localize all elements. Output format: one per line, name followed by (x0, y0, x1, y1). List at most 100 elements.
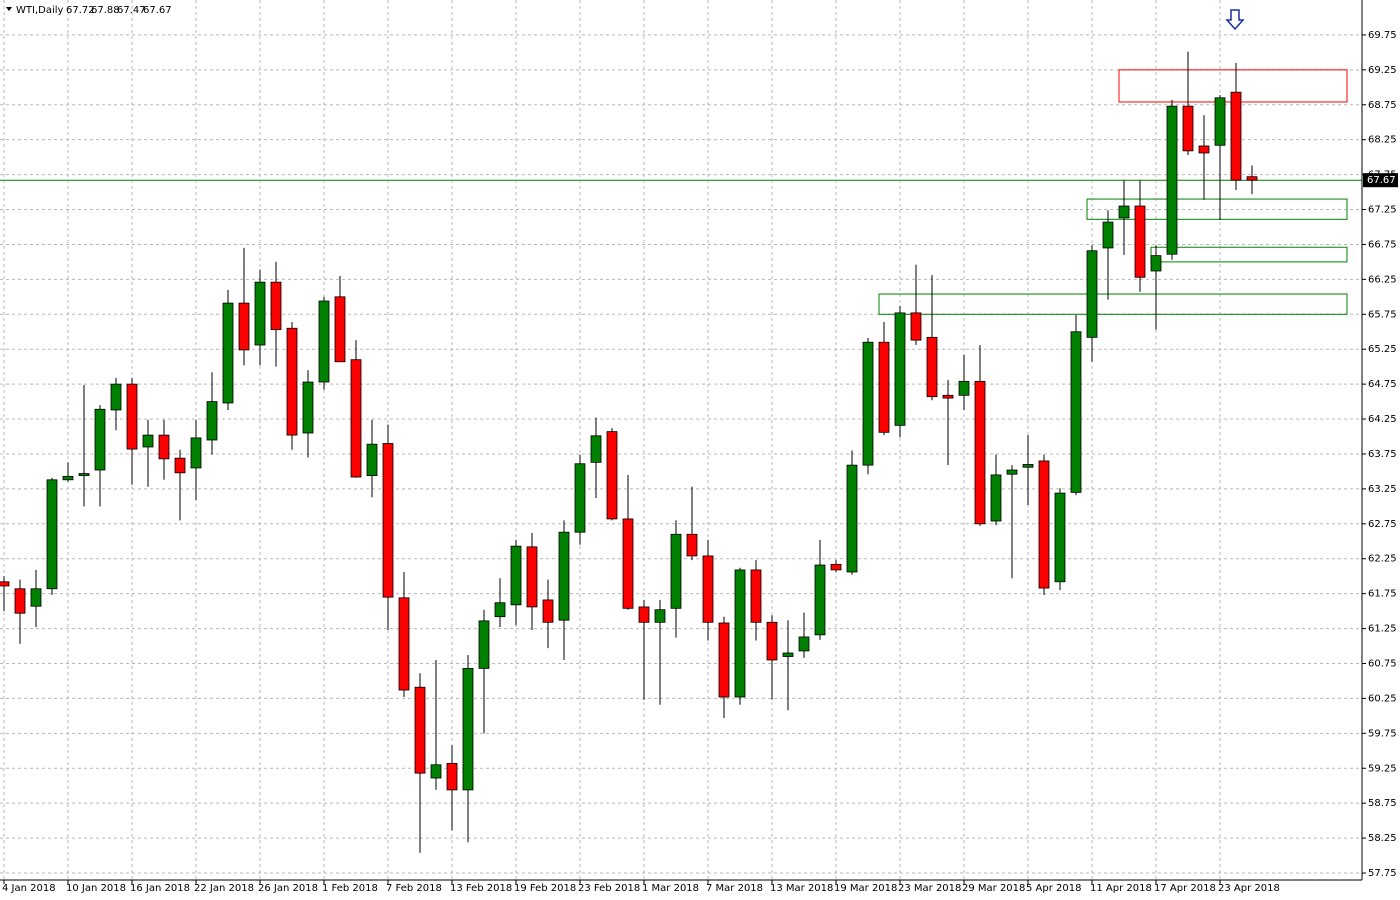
y-tick-label: 63.25 (1368, 484, 1397, 495)
candle-body (558, 531, 570, 621)
x-tick-label: 4 Jan 2018 (2, 883, 56, 894)
x-tick-label: 13 Feb 2018 (450, 883, 512, 894)
x-tick-label: 10 Jan 2018 (66, 883, 126, 894)
candle-body (990, 474, 1002, 522)
header-close: 67.67 (143, 5, 172, 16)
candle-body (766, 621, 778, 661)
candle-body (270, 281, 282, 331)
header-high: 67.88 (91, 5, 120, 16)
candle-body (222, 302, 234, 404)
y-tick-label: 60.75 (1368, 658, 1397, 669)
candle-body (318, 300, 330, 383)
candle-body (926, 336, 938, 398)
y-tick-label: 59.25 (1368, 763, 1397, 774)
header-open: 67.72 (66, 5, 95, 16)
x-tick-label: 7 Mar 2018 (706, 883, 763, 894)
candle-body (974, 380, 986, 525)
candle-body (734, 569, 746, 698)
zone (878, 293, 1348, 315)
candle-body (110, 383, 122, 411)
candle-body (606, 431, 618, 520)
candle-body (174, 457, 186, 474)
x-tick-label: 19 Mar 2018 (834, 883, 897, 894)
candle-body (686, 533, 698, 557)
candle-body (126, 383, 138, 450)
candle-body (366, 443, 378, 477)
zone (1150, 246, 1348, 263)
candle-body (814, 564, 826, 636)
candle-body (30, 588, 42, 607)
candle-body (782, 652, 794, 657)
y-tick-label: 66.25 (1368, 274, 1397, 285)
x-tick-label: 22 Jan 2018 (194, 883, 254, 894)
x-tick-label: 17 Apr 2018 (1154, 883, 1216, 894)
candle-body (462, 667, 474, 791)
candle-body (334, 296, 346, 363)
candle-body (350, 359, 362, 478)
candle-body (1246, 176, 1258, 181)
candle-body (878, 341, 890, 433)
x-tick-label: 7 Feb 2018 (386, 883, 442, 894)
candle-body (1118, 205, 1130, 219)
candle-body (1166, 105, 1178, 255)
candle-body (958, 380, 970, 396)
candles (0, 51, 1258, 853)
zone (1086, 198, 1348, 220)
candle-body (1038, 460, 1050, 589)
y-tick-label: 64.75 (1368, 379, 1397, 390)
y-tick-label: 63.75 (1368, 449, 1397, 460)
y-tick-label: 67.25 (1368, 205, 1397, 216)
y-tick-label: 57.75 (1368, 868, 1397, 879)
header: WTI,Daily 67.72 67.88 67.47 67.67 (6, 5, 172, 16)
y-tick-label: 58.75 (1368, 798, 1397, 809)
candle-body (510, 545, 522, 606)
candle-body (1086, 250, 1098, 338)
candle-body (718, 622, 730, 698)
candle-body (1070, 331, 1082, 493)
candle-body (158, 434, 170, 460)
candle-body (670, 533, 682, 609)
x-tick-label: 29 Mar 2018 (962, 883, 1025, 894)
candle-body (414, 686, 426, 774)
candle-body (1134, 205, 1146, 278)
candle-body (430, 764, 442, 779)
candle-body (1230, 91, 1242, 181)
x-tick-label: 23 Apr 2018 (1218, 883, 1280, 894)
candle-body (1006, 469, 1018, 475)
x-tick-label: 1 Mar 2018 (642, 883, 699, 894)
candle-body (622, 518, 634, 609)
y-tick-label: 62.25 (1368, 554, 1397, 565)
last-price-box (1363, 173, 1398, 188)
x-tick-label: 11 Apr 2018 (1090, 883, 1152, 894)
y-tick-label: 69.75 (1368, 30, 1397, 41)
last-price-label: 67.67 (1367, 175, 1396, 186)
candle-body (206, 401, 218, 441)
candle-body (478, 620, 490, 669)
candle-body (62, 475, 74, 481)
candle-body (542, 599, 554, 623)
candle-body (1198, 145, 1210, 154)
y-tick-label: 65.75 (1368, 309, 1397, 320)
y-tick-label: 61.25 (1368, 624, 1397, 635)
down-arrow (1225, 9, 1245, 31)
candle-body (1054, 492, 1066, 583)
candle-body (254, 281, 266, 346)
candle-body (238, 302, 250, 351)
candle-body (638, 606, 650, 623)
candle-body (382, 443, 394, 598)
x-tick-label: 1 Feb 2018 (322, 883, 378, 894)
y-tick-label: 59.75 (1368, 728, 1397, 739)
y-tick-label: 58.25 (1368, 833, 1397, 844)
candle-body (142, 434, 154, 448)
x-tick-label: 26 Jan 2018 (258, 883, 318, 894)
candle-body (286, 327, 298, 436)
y-tick-label: 62.75 (1368, 519, 1397, 530)
candle-body (798, 636, 810, 652)
y-tick-label: 68.75 (1368, 100, 1397, 111)
candle-body (846, 464, 858, 573)
candle-body (0, 581, 10, 587)
header-icon (6, 7, 12, 11)
y-tick-label: 65.25 (1368, 344, 1397, 355)
candle-body (1182, 105, 1194, 152)
